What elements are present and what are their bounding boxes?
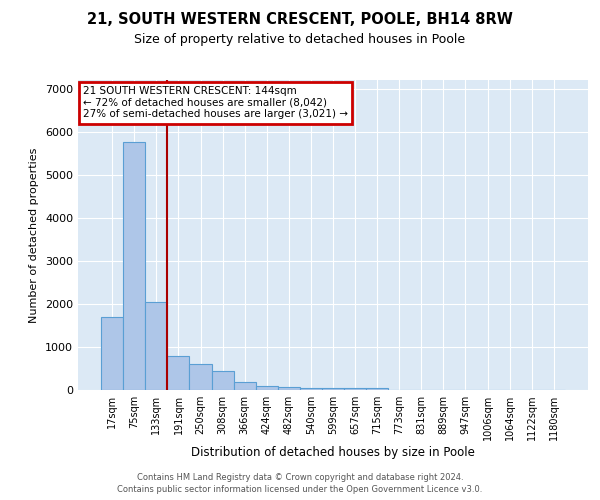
Text: 21, SOUTH WESTERN CRESCENT, POOLE, BH14 8RW: 21, SOUTH WESTERN CRESCENT, POOLE, BH14 … (87, 12, 513, 28)
Bar (278, 386, 300, 390)
Bar (190, 364, 212, 390)
Bar (366, 388, 388, 390)
Text: 21 SOUTH WESTERN CRESCENT: 144sqm
← 72% of detached houses are smaller (8,042)
2: 21 SOUTH WESTERN CRESCENT: 144sqm ← 72% … (83, 86, 348, 120)
Text: Contains HM Land Registry data © Crown copyright and database right 2024.: Contains HM Land Registry data © Crown c… (137, 473, 463, 482)
Bar (101, 317, 123, 390)
Bar (145, 302, 167, 390)
Text: Contains public sector information licensed under the Open Government Licence v3: Contains public sector information licen… (118, 484, 482, 494)
X-axis label: Distribution of detached houses by size in Poole: Distribution of detached houses by size … (191, 446, 475, 459)
Y-axis label: Number of detached properties: Number of detached properties (29, 148, 40, 322)
Bar (322, 388, 344, 390)
Bar (123, 142, 145, 390)
Bar (233, 382, 256, 390)
Text: Size of property relative to detached houses in Poole: Size of property relative to detached ho… (134, 32, 466, 46)
Bar (300, 388, 322, 390)
Bar (344, 388, 366, 390)
Bar (212, 372, 233, 390)
Bar (256, 386, 278, 390)
Bar (167, 356, 190, 390)
